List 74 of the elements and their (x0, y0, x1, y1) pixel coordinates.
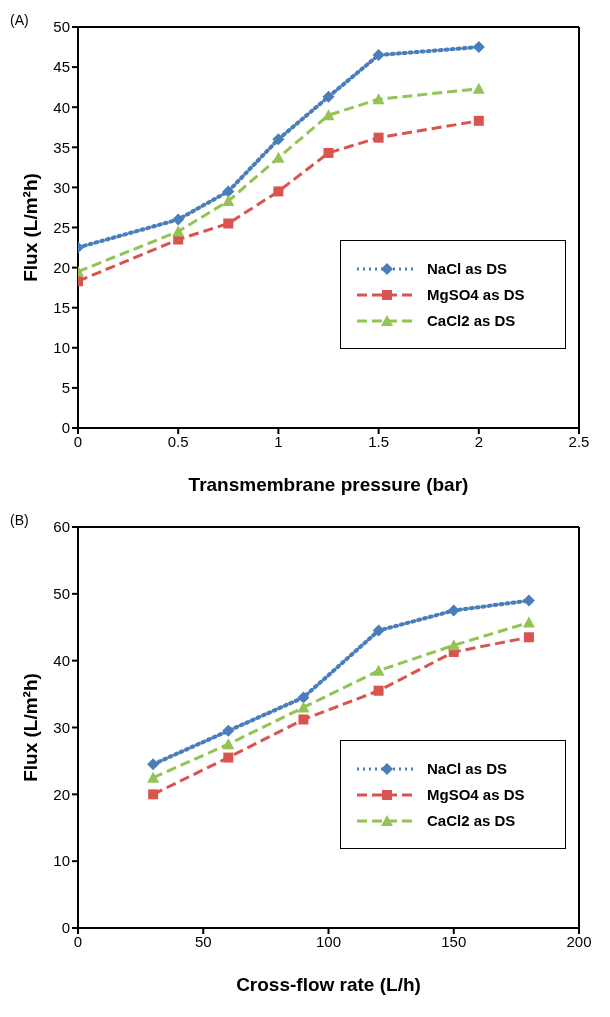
point (172, 225, 185, 237)
point (297, 691, 310, 704)
x-tick-label: 0 (73, 432, 83, 450)
x-tick-label: 2.5 (568, 432, 590, 450)
point (147, 758, 160, 771)
point (272, 151, 285, 163)
point (522, 594, 535, 607)
x-tick-label: 0 (73, 932, 83, 950)
x-tick-label: 200 (566, 932, 592, 950)
y-tick-label: 10 (53, 852, 70, 870)
y-tick-label: 10 (53, 339, 70, 357)
point (223, 218, 234, 229)
point (298, 714, 309, 725)
legend-label: NaCl as DS (427, 260, 508, 277)
point (372, 49, 385, 62)
y-tick-label: 50 (53, 18, 70, 36)
legend-label: CaCl2 as DS (427, 312, 516, 329)
y-tick-label: 40 (53, 651, 70, 669)
point (472, 82, 485, 94)
y-tick-label: 30 (53, 178, 70, 196)
y-tick-label: 15 (53, 299, 70, 317)
point (523, 632, 534, 643)
point (297, 701, 310, 713)
y-tick-label: 40 (53, 98, 70, 116)
y-tick-label: 20 (53, 785, 70, 803)
point (322, 90, 335, 103)
y-tick-label: 0 (61, 419, 70, 437)
x-axis-title: Cross-flow rate (L/h) (236, 974, 421, 996)
point (222, 185, 235, 198)
x-tick-label: 150 (441, 932, 467, 950)
point (222, 195, 235, 207)
y-tick-label: 60 (53, 518, 70, 536)
point (472, 41, 485, 54)
point (373, 685, 384, 696)
y-tick-label: 45 (53, 58, 70, 76)
point (447, 604, 460, 617)
point (522, 616, 535, 628)
point (372, 93, 385, 105)
y-tick-label: 0 (61, 919, 70, 937)
y-axis-title: Flux (L/m²h) (19, 173, 41, 282)
y-tick-label: 5 (61, 379, 70, 397)
legend-label: NaCl as DS (427, 760, 508, 777)
y-tick-label: 30 (53, 718, 70, 736)
point (222, 724, 235, 737)
y-axis-title: Flux (L/m²h) (19, 673, 41, 782)
point (473, 115, 484, 126)
y-tick-label: 35 (53, 138, 70, 156)
chart-title: (B) (10, 512, 29, 528)
point (373, 132, 384, 143)
point (323, 147, 334, 158)
x-tick-label: 2 (474, 432, 483, 450)
x-tick-label: 1 (274, 432, 283, 450)
chart-title: (A) (10, 12, 29, 28)
point (447, 639, 460, 651)
point (372, 624, 385, 637)
legend-label: MgSO4 as DS (427, 286, 525, 303)
point (172, 213, 185, 226)
y-tick-label: 50 (53, 585, 70, 603)
point (272, 133, 285, 146)
y-tick-label: 25 (53, 218, 70, 236)
point (223, 752, 234, 763)
x-tick-label: 1.5 (368, 432, 390, 450)
x-tick-label: 0.5 (167, 432, 189, 450)
point (273, 186, 284, 197)
x-tick-label: 50 (194, 932, 212, 950)
legend-label: MgSO4 as DS (427, 786, 525, 803)
legend-label: CaCl2 as DS (427, 812, 516, 829)
point (148, 789, 159, 800)
x-tick-label: 100 (315, 932, 342, 950)
point (147, 771, 160, 783)
point (222, 738, 235, 750)
x-axis-title: Transmembrane pressure (bar) (188, 474, 469, 496)
point (372, 664, 385, 676)
y-tick-label: 20 (53, 258, 70, 276)
